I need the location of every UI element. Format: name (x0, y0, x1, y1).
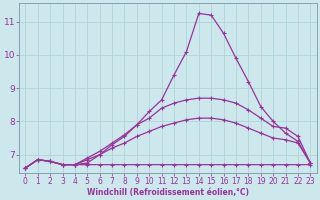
X-axis label: Windchill (Refroidissement éolien,°C): Windchill (Refroidissement éolien,°C) (87, 188, 249, 197)
